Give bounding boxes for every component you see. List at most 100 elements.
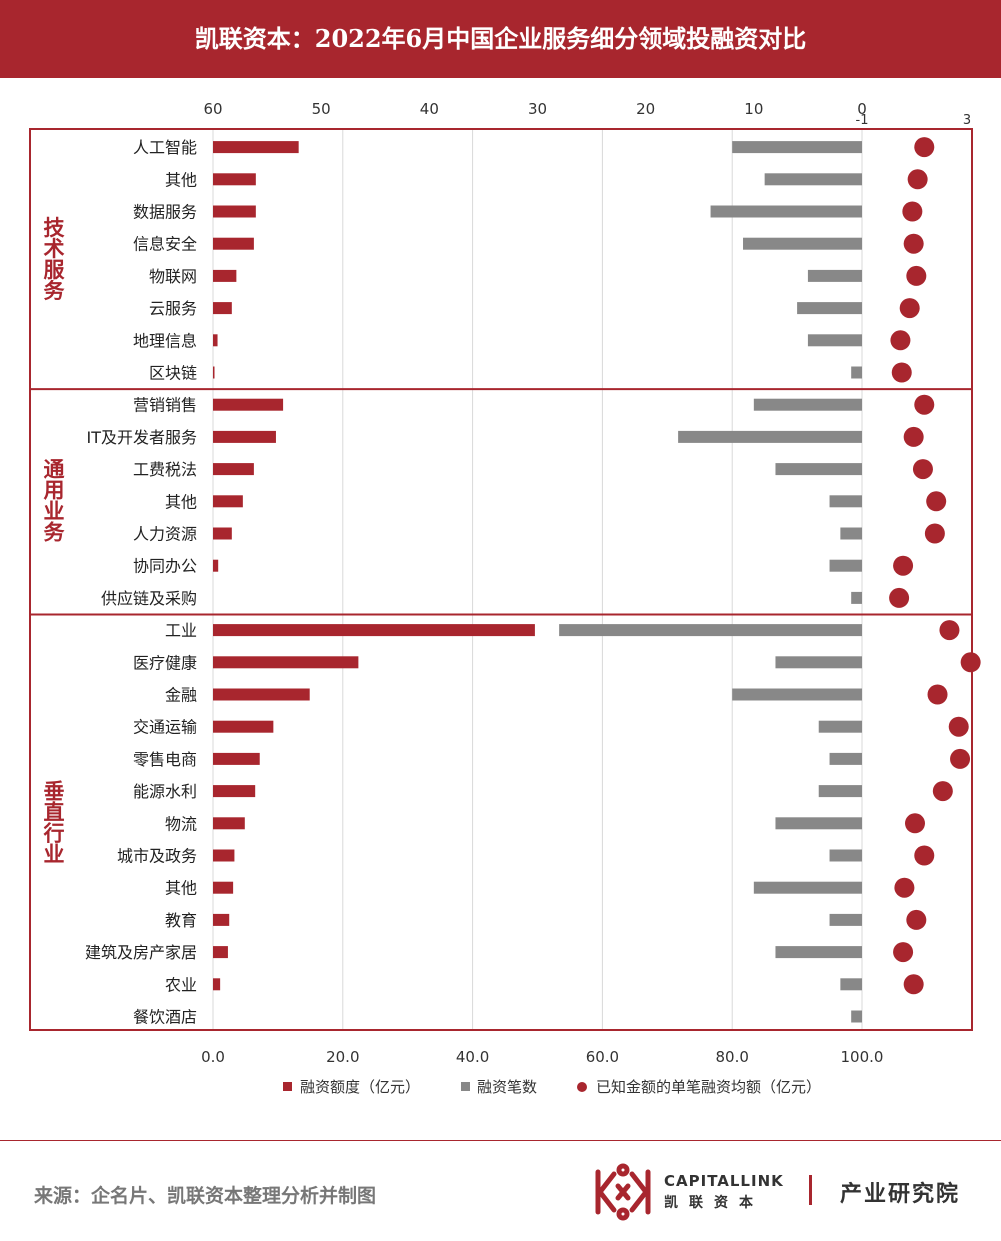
average-dot — [903, 426, 924, 447]
amount-bar — [213, 559, 219, 572]
average-dot — [914, 137, 935, 158]
amount-bar — [213, 913, 230, 926]
count-bar — [851, 591, 862, 604]
amount-bar — [213, 527, 232, 540]
count-bar — [775, 656, 862, 669]
category-label: 医疗健康 — [133, 653, 197, 672]
category-label: 其他 — [165, 170, 197, 189]
count-bar — [829, 559, 862, 572]
top-axis-tick-label: 0 — [857, 100, 867, 118]
category-label: 物流 — [165, 814, 197, 833]
average-dot — [890, 330, 911, 351]
amount-bar — [213, 302, 232, 315]
amount-bar — [213, 946, 228, 959]
bottom-axis-tick-label: 80.0 — [715, 1048, 748, 1066]
top-axis-tick-label: 10 — [744, 100, 763, 118]
group-label-char: 术 — [44, 237, 65, 261]
category-label: 云服务 — [149, 299, 197, 318]
top-axis-tick-label: 60 — [203, 100, 222, 118]
amount-bar — [213, 978, 221, 991]
average-dot — [912, 459, 933, 480]
average-dot — [889, 587, 910, 608]
amount-bar — [213, 656, 359, 669]
amount-bar — [213, 334, 218, 347]
brand-name-cn: 凯联资本 — [664, 1195, 764, 1211]
average-dot — [907, 169, 928, 190]
average-dot — [899, 298, 920, 319]
amount-bar — [213, 849, 235, 862]
category-label: 建筑及房产家居 — [85, 943, 197, 962]
average-dot — [926, 491, 947, 512]
average-dot — [914, 845, 935, 866]
group-label-char: 务 — [44, 279, 66, 303]
average-dot — [906, 909, 927, 930]
category-label: 工业 — [165, 621, 197, 640]
brand-separator — [809, 1175, 812, 1205]
count-bar — [710, 205, 862, 218]
average-dot — [927, 684, 948, 705]
amount-bar — [213, 430, 276, 443]
count-bar — [753, 398, 862, 411]
amount-bar — [213, 624, 535, 637]
count-bar — [829, 495, 862, 508]
legend-count-swatch — [461, 1082, 470, 1091]
count-bar — [829, 752, 862, 765]
average-dot — [893, 942, 914, 963]
chart-frame — [29, 128, 973, 1031]
group-label-char: 业 — [44, 499, 65, 523]
bottom-axis-tick-label: 100.0 — [841, 1048, 884, 1066]
count-bar — [807, 269, 862, 282]
count-bar — [775, 946, 862, 959]
category-label: 协同办公 — [133, 557, 197, 576]
average-dot — [893, 555, 914, 576]
category-label: 信息安全 — [133, 235, 197, 254]
legend-count-label: 融资笔数 — [477, 1078, 537, 1096]
category-label: 供应链及采购 — [101, 589, 197, 608]
legend-amount-label: 融资额度（亿元） — [300, 1078, 420, 1096]
count-bar — [678, 430, 862, 443]
amount-bar — [213, 881, 234, 894]
top-axis-tick-label: 20 — [636, 100, 655, 118]
count-bar — [829, 849, 862, 862]
footer-divider — [0, 1140, 1001, 1141]
brand-name-en: CAPITALLINK — [664, 1172, 784, 1190]
average-dot — [903, 974, 924, 995]
brand-department: 产业研究院 — [840, 1181, 961, 1207]
amount-bar — [213, 817, 245, 830]
category-label: 数据服务 — [133, 203, 197, 222]
category-label: 城市及政务 — [117, 847, 197, 866]
count-bar — [743, 237, 862, 250]
legend-amount-swatch — [283, 1082, 292, 1091]
amount-bar — [213, 205, 256, 218]
amount-bar — [213, 752, 260, 765]
amount-bar — [213, 398, 284, 411]
average-dot — [939, 620, 960, 641]
count-bar — [732, 688, 862, 701]
bottom-axis-tick-label: 20.0 — [326, 1048, 359, 1066]
count-bar — [840, 527, 862, 540]
count-bar — [753, 881, 862, 894]
group-label-char: 业 — [44, 842, 65, 866]
category-label: 区块链 — [149, 364, 197, 383]
count-bar — [851, 1010, 862, 1023]
average-dot — [891, 362, 912, 383]
group-label-char: 直 — [44, 800, 65, 824]
right-axis-tick-label: 3 — [963, 113, 971, 128]
right-axis-tick-label: -1 — [856, 113, 869, 128]
category-label: 金融 — [165, 686, 197, 705]
category-label: 能源水利 — [133, 782, 197, 801]
amount-bar — [213, 269, 237, 282]
group-label-char: 垂 — [44, 779, 65, 803]
average-dot — [960, 652, 981, 673]
category-label: 其他 — [165, 879, 197, 898]
count-bar — [764, 173, 862, 186]
count-bar — [797, 302, 862, 315]
amount-bar — [213, 366, 215, 379]
top-axis-tick-label: 50 — [312, 100, 331, 118]
category-label: 交通运输 — [133, 718, 197, 737]
group-label-char: 技 — [44, 216, 66, 240]
average-dot — [948, 716, 969, 737]
average-dot — [903, 233, 924, 254]
category-label: 其他 — [165, 492, 197, 511]
source-note: 来源：企名片、凯联资本整理分析并制图 — [34, 1185, 377, 1207]
